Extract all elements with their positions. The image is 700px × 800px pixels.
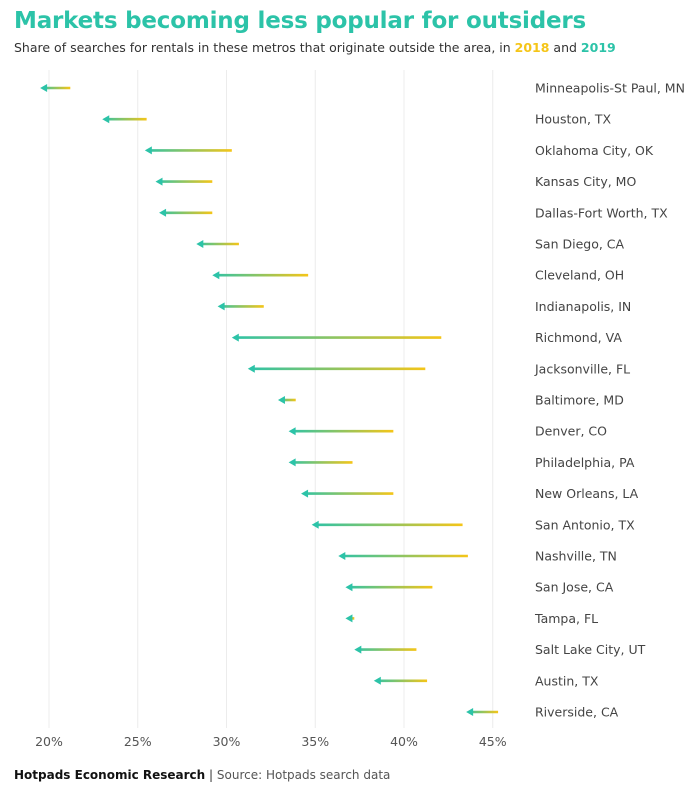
footer-org: Hotpads Economic Research xyxy=(14,768,206,782)
arrow-head xyxy=(373,676,381,685)
arrow-head xyxy=(231,333,239,342)
arrow-head xyxy=(40,84,48,92)
arrow-head xyxy=(247,364,255,373)
metro-label: San Diego, CA xyxy=(535,237,625,252)
metro-label: Houston, TX xyxy=(535,112,612,127)
arrow-head xyxy=(311,520,319,529)
metro-label: San Jose, CA xyxy=(535,580,614,595)
metro-label: New Orleans, LA xyxy=(535,486,639,501)
metro-label: Dallas-Fort Worth, TX xyxy=(535,205,668,220)
x-tick-label: 45% xyxy=(479,734,507,749)
metro-label: Salt Lake City, UT xyxy=(535,642,646,657)
metro-label: Minneapolis-St Paul, MN xyxy=(535,81,685,96)
arrow-head xyxy=(354,645,362,654)
arrow-head xyxy=(345,614,353,623)
metro-label: Philadelphia, PA xyxy=(535,455,635,470)
metro-label: Oklahoma City, OK xyxy=(535,143,654,158)
metro-label: Richmond, VA xyxy=(535,330,622,345)
metro-label: Tampa, FL xyxy=(534,611,598,626)
arrow-head xyxy=(102,115,110,124)
arrow-head xyxy=(155,177,163,186)
arrow-head xyxy=(196,240,204,248)
x-tick-label: 25% xyxy=(124,734,152,749)
footer-source: Source: Hotpads search data xyxy=(216,768,391,782)
x-tick-label: 20% xyxy=(35,734,63,749)
arrow-head xyxy=(212,271,220,280)
arrow-head xyxy=(144,146,152,155)
metro-label: Riverside, CA xyxy=(535,705,619,720)
arrow-head xyxy=(338,552,346,560)
metro-label: Baltimore, MD xyxy=(535,393,624,408)
chart-subtitle: Share of searches for rentals in these m… xyxy=(14,40,616,55)
subtitle-text: Share of searches for rentals in these m… xyxy=(14,40,515,55)
x-tick-label: 40% xyxy=(390,734,418,749)
subtitle-and: and xyxy=(549,40,581,55)
metro-label: Cleveland, OH xyxy=(535,268,624,283)
subtitle-year-2018: 2018 xyxy=(514,40,550,55)
metro-label: Denver, CO xyxy=(535,424,607,439)
footer: Hotpads Economic Research | Source: Hotp… xyxy=(14,768,390,782)
x-tick-label: 35% xyxy=(301,734,329,749)
arrow-head xyxy=(345,583,353,592)
arrow-head xyxy=(159,208,167,217)
metro-label: Indianapolis, IN xyxy=(535,299,631,314)
arrow-head xyxy=(466,708,474,716)
metro-label: Jacksonville, FL xyxy=(534,361,630,376)
x-tick-label: 30% xyxy=(213,734,241,749)
chart-title: Markets becoming less popular for outsid… xyxy=(14,8,587,34)
metro-label: Austin, TX xyxy=(535,673,599,688)
arrow-head xyxy=(217,302,225,311)
arrow-head xyxy=(288,458,296,467)
subtitle-year-2019: 2019 xyxy=(580,40,616,55)
metro-label: Nashville, TN xyxy=(535,549,617,564)
metro-label: San Antonio, TX xyxy=(535,517,635,532)
arrow-head xyxy=(277,396,285,404)
arrow-head xyxy=(301,489,309,498)
metro-label: Kansas City, MO xyxy=(535,174,636,189)
arrow-head xyxy=(288,427,296,436)
footer-separator: | xyxy=(205,768,217,782)
